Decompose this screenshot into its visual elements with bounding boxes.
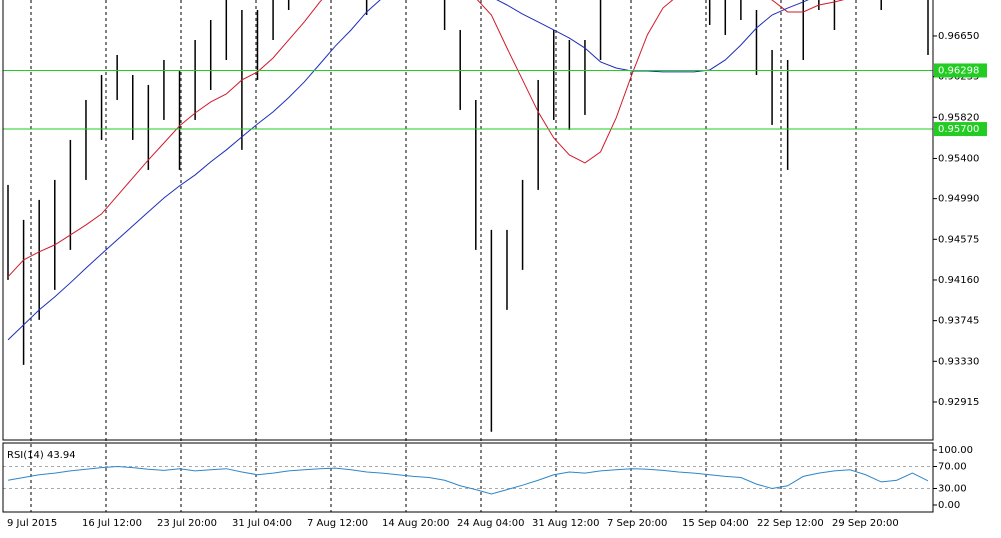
axes: 9 Jul 2015 16 Jul 12:00 23 Jul 20:00 31 Jul… xyxy=(7,31,987,529)
moving-average xyxy=(7,0,845,278)
level-label-box xyxy=(934,63,987,78)
y-tick-label: 0.96650 xyxy=(938,31,979,42)
rsi-panel xyxy=(3,465,933,495)
x-tick-label: 31 Aug 12:00 xyxy=(532,518,599,529)
x-tick-label: 15 Sep 04:00 xyxy=(682,518,749,529)
price-frame xyxy=(2,0,934,441)
time-grid xyxy=(30,0,857,512)
rsi-line xyxy=(7,465,929,495)
price-panel xyxy=(3,0,933,432)
rsi-title: RSI(14) 43.94 xyxy=(7,450,76,461)
rsi-frame xyxy=(2,442,934,513)
level-label: 0.96298 xyxy=(938,65,979,76)
y-tick-label: 100.00 xyxy=(938,445,973,456)
moving-average xyxy=(7,0,809,341)
x-tick-label: 23 Jul 20:00 xyxy=(157,518,217,529)
x-tick-label: 22 Sep 12:00 xyxy=(757,518,824,529)
y-tick-label: 0.93330 xyxy=(938,356,979,367)
y-tick-label: 0.92915 xyxy=(938,397,979,408)
x-tick-label: 16 Jul 12:00 xyxy=(82,518,142,529)
x-tick-label: 14 Aug 20:00 xyxy=(382,518,449,529)
level-label: 0.95700 xyxy=(938,124,979,135)
x-tick-label: 31 Jul 04:00 xyxy=(232,518,292,529)
y-tick-label: 70.00 xyxy=(938,461,967,472)
y-tick-label: 0.93745 xyxy=(938,316,979,327)
y-tick-label: 30.00 xyxy=(938,484,967,495)
y-tick-label: 0.94160 xyxy=(938,275,979,286)
y-tick-label: 0.00 xyxy=(938,500,960,511)
y-tick-label: 0.94575 xyxy=(938,234,979,245)
level-label-box xyxy=(934,122,987,137)
x-tick-label: 9 Jul 2015 xyxy=(7,518,57,529)
y-tick-label: 0.95820 xyxy=(938,112,979,123)
x-tick-label: 7 Aug 12:00 xyxy=(307,518,368,529)
x-tick-label: 7 Sep 20:00 xyxy=(607,518,667,529)
x-tick-label: 24 Aug 04:00 xyxy=(457,518,524,529)
x-tick-label: 29 Sep 20:00 xyxy=(832,518,899,529)
y-tick-label: 0.95400 xyxy=(938,153,979,164)
y-tick-label: 0.94990 xyxy=(938,194,979,205)
